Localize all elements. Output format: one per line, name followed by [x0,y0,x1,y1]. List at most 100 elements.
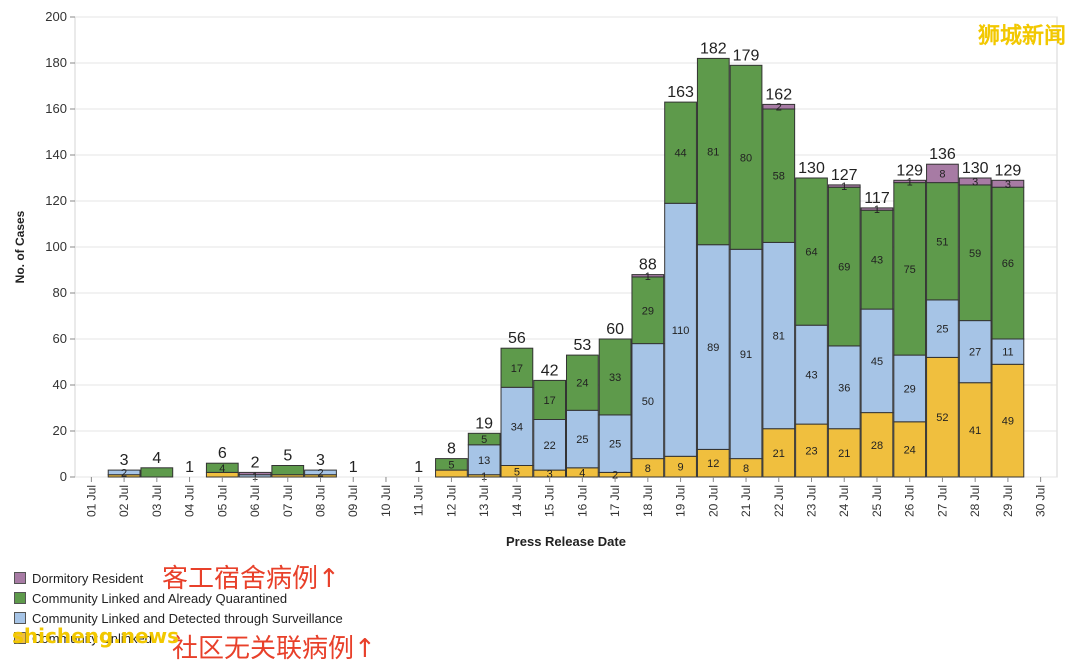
bar-total-label: 56 [508,330,526,347]
bar-value-label: 25 [609,439,621,451]
x-tick-label: 24 Jul [837,485,851,517]
legend-item-quarantined: Community Linked and Already Quarantined [14,588,343,608]
bar-segment-surveillance [565,409,599,469]
bar-segment-dormitory [991,179,1025,188]
bar-segment-surveillance [107,469,141,476]
x-tick-label: 07 Jul [281,485,295,517]
bar-value-label: 41 [969,425,981,437]
bar-value-label: 3 [547,469,553,481]
bar-value-label: 8 [939,168,945,180]
bar-value-label: 2 [776,102,782,114]
watermark-bottom: shicheng.news [12,624,179,648]
bar-value-label: 1 [841,181,847,193]
bar-value-label: 81 [773,331,785,343]
bar-value-label: 28 [871,440,883,452]
x-tick-label: 18 Jul [641,485,655,517]
bar-segment-surveillance [958,320,992,384]
chart-legend: Dormitory Resident Community Linked and … [14,568,343,648]
bar-value-label: 5 [481,434,487,446]
bar-total-label: 6 [218,445,227,462]
bar-total-label: 130 [962,160,989,177]
bar-segment-quarantined [926,182,959,301]
bar-value-label: 8 [645,463,651,475]
bar-total-label: 129 [995,162,1022,179]
bar-value-label: 36 [838,382,850,394]
bar-segment-surveillance [467,444,501,476]
bar-value-label: 66 [1002,258,1014,270]
bar-total-label: 1 [185,459,194,476]
y-tick-label: 0 [60,469,67,484]
watermark-top: 狮城新闻 [977,24,1066,49]
bar-segment-dormitory [631,274,665,278]
bar-value-label: 29 [904,383,916,395]
bar-value-label: 24 [576,378,588,390]
bar-value-label: 89 [707,342,719,354]
bar-total-label: 129 [896,162,923,179]
y-tick-label: 40 [53,377,67,392]
bar-total-label: 19 [475,415,493,432]
bar-value-label: 5 [514,466,520,478]
bar-total-label: 1 [349,459,358,476]
x-tick-label: 16 Jul [575,485,589,517]
x-tick-label: 27 Jul [935,485,949,517]
y-tick-label: 80 [53,285,67,300]
y-tick-label: 140 [45,147,67,162]
bar-segment-surveillance [598,414,632,473]
bar-segment-quarantined [631,276,665,345]
bar-segment-dormitory [926,163,959,184]
bar-value-label: 1 [645,271,651,283]
bar-segment-surveillance [762,241,796,430]
bar-total-label: 4 [152,450,161,467]
bar-total-label: 130 [798,160,825,177]
bar-value-label: 25 [576,434,588,446]
legend-label-quarantined: Community Linked and Already Quarantined [32,590,288,606]
y-axis-title: No. of Cases [13,210,27,283]
legend-swatch-surveillance [14,612,26,624]
bar-value-label: 52 [936,412,948,424]
bar-value-label: 3 [1005,179,1011,191]
bar-value-label: 2 [121,467,127,479]
bar-value-label: 21 [773,448,785,460]
bar-total-label: 179 [733,47,760,64]
bar-segment-surveillance [664,202,697,457]
x-tick-label: 15 Jul [543,485,557,517]
bar-total-label: 5 [283,448,292,465]
bar-segment-dormitory [860,207,894,211]
bar-total-label: 136 [929,146,956,163]
x-tick-label: 09 Jul [346,485,360,517]
x-tick-label: 30 Jul [1034,485,1048,517]
bar-segment-quarantined [500,347,534,388]
legend-swatch-dormitory [14,572,26,584]
bar-total-label: 182 [700,40,727,57]
bar-segment-quarantined [795,177,828,326]
bar-value-label: 2 [612,470,618,482]
y-tick-label: 20 [53,423,67,438]
bar-value-label: 1 [907,176,913,188]
x-tick-label: 06 Jul [248,485,262,517]
bar-total-label: 117 [864,190,890,207]
y-tick-label: 200 [45,9,67,24]
bar-value-label: 81 [707,147,719,159]
bar-total-label: 3 [316,452,325,469]
bar-segment-unlinked [795,423,828,478]
bar-segment-quarantined [991,186,1025,340]
x-tick-label: 25 Jul [870,485,884,517]
bar-total-label: 2 [251,454,260,471]
bar-value-label: 80 [740,152,752,164]
bar-segment-dormitory [893,179,927,184]
legend-item-unlinked: Community Unlinked [14,628,343,648]
bar-value-label: 8 [743,463,749,475]
bar-value-label: 43 [871,255,883,267]
bar-value-label: 45 [871,356,883,368]
legend-swatch-quarantined [14,592,26,604]
bar-segment-dormitory [958,177,992,186]
bar-total-label: 3 [120,452,129,469]
x-axis-title: Press Release Date [506,534,626,549]
bar-segment-unlinked [860,412,894,478]
bar-value-label: 3 [972,176,978,188]
x-tick-label: 23 Jul [805,485,819,517]
y-tick-label: 180 [45,55,67,70]
bar-value-label: 51 [936,236,948,248]
bar-value-label: 5 [448,459,454,471]
bar-value-label: 69 [838,262,850,274]
